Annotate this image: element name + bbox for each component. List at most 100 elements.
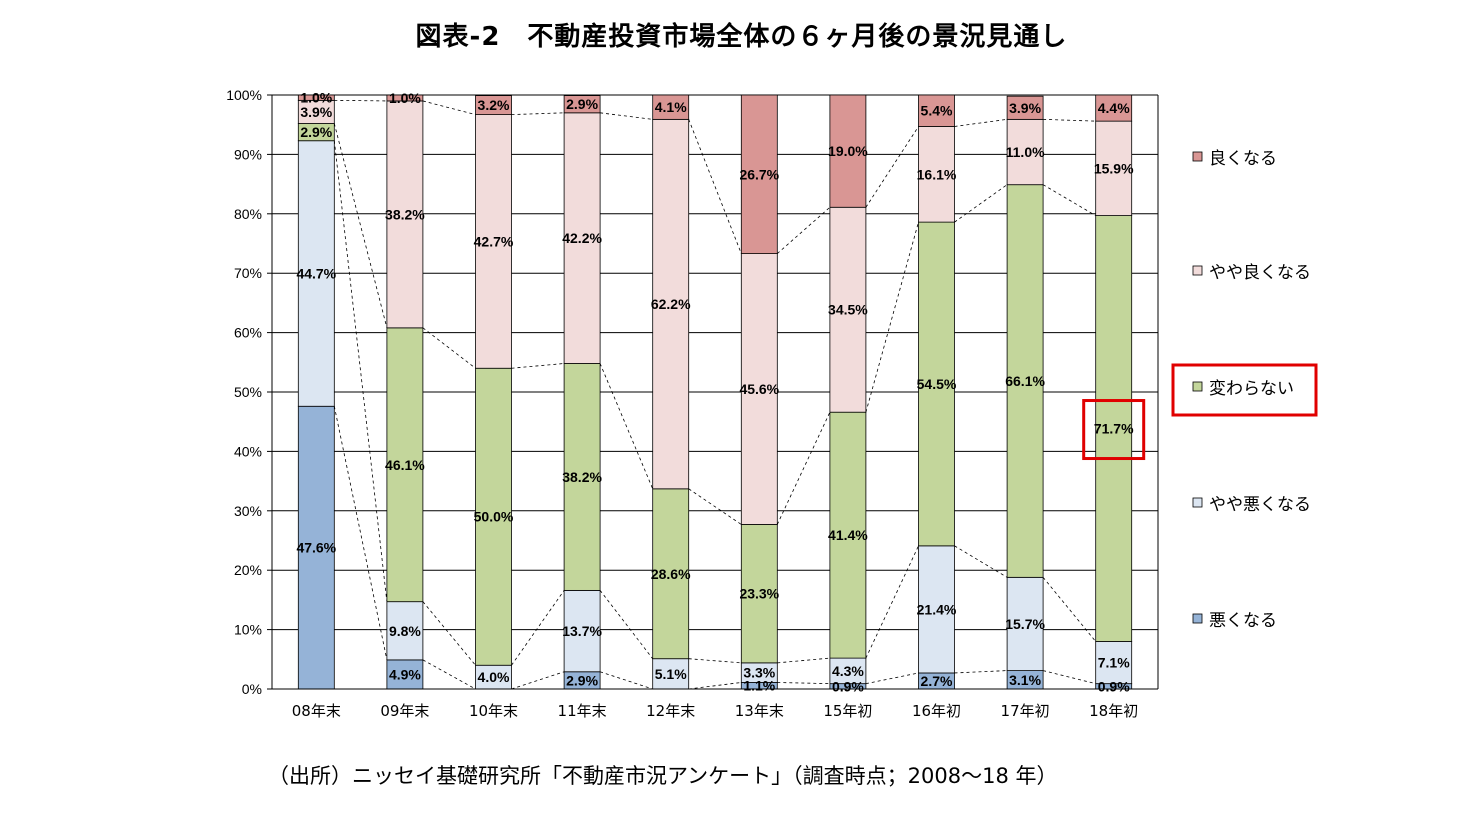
connector-line (688, 658, 742, 664)
data-label: 47.6% (296, 540, 336, 556)
data-label: 3.1% (1009, 672, 1041, 688)
connector-line (333, 123, 388, 328)
x-tick-label: 08年末 (292, 702, 341, 720)
data-label: 23.3% (739, 586, 779, 602)
bar-segment (563, 589, 601, 673)
bar-segment (386, 601, 424, 661)
bar-segment (563, 363, 601, 591)
x-tick-label: 11年末 (558, 702, 607, 720)
data-label: 11.0% (1006, 144, 1045, 160)
bar-segment (740, 94, 778, 254)
y-tick-label: 10% (234, 622, 262, 638)
data-label: 4.1% (655, 99, 687, 115)
axes: 0% 10% 20% 30% 40% 50% 60% 70% 80% 90% 100% 08年末 09年… (226, 87, 1159, 720)
data-label: 5.4% (921, 103, 953, 119)
connector-line (333, 140, 388, 602)
bar-segment (475, 367, 512, 666)
bar-segment (1006, 184, 1044, 578)
connector-line (511, 590, 565, 666)
y-tick-label: 20% (234, 562, 262, 578)
data-label: 1.1% (743, 678, 775, 694)
data-label: 2.9% (566, 672, 598, 688)
connector-line (954, 670, 1008, 674)
data-label: 13.7% (562, 623, 602, 639)
data-label: 3.2% (478, 97, 510, 113)
x-tick-label: 16年初 (912, 702, 961, 720)
data-label: 26.7% (739, 166, 779, 182)
y-tick-label: 100% (226, 87, 262, 103)
bar-segment (652, 488, 690, 660)
connector-line (865, 545, 919, 659)
bar-segment (1006, 576, 1044, 671)
y-tick-label: 70% (234, 265, 262, 281)
connector-line (511, 112, 565, 116)
bar-segment (386, 659, 424, 690)
chart-title: 図表-2 不動産投資市場全体の６ヶ月後の景況見通し (415, 22, 1068, 52)
legend-swatch (1192, 265, 1203, 276)
data-label: 46.1% (385, 457, 425, 473)
data-label: 15.7% (1005, 616, 1045, 632)
bar-segment (1095, 641, 1133, 685)
bar-segment (1006, 118, 1044, 186)
x-tick-label: 15年初 (823, 702, 872, 720)
data-label: 42.2% (562, 230, 602, 246)
data-label: 62.2% (651, 296, 691, 312)
x-tick-label: 17年初 (1001, 702, 1050, 720)
legend-label: 変わらない (1209, 379, 1294, 399)
connector-line (422, 327, 476, 369)
connector-line (776, 412, 831, 525)
connector-line (333, 406, 388, 660)
data-label: 2.7% (921, 673, 953, 689)
connector-line (865, 672, 919, 685)
data-label: 4.3% (832, 663, 864, 679)
bar-segment (1006, 95, 1044, 120)
data-label: 4.0% (478, 669, 510, 685)
connector-line (600, 112, 653, 120)
data-label: 15.9% (1094, 160, 1134, 176)
data-label: 3.9% (300, 104, 332, 120)
legend-label: やや良くなる (1209, 263, 1311, 283)
bar-segment (1095, 120, 1133, 216)
connector-line (688, 682, 742, 690)
bar-segment (386, 94, 424, 102)
data-label: 44.7% (296, 265, 336, 281)
y-tick-label: 80% (234, 206, 262, 222)
data-label: 41.4% (828, 527, 868, 543)
data-label: 1.0% (389, 90, 421, 106)
bar-segment (475, 95, 512, 116)
connector-line (688, 119, 742, 254)
connector-line (599, 590, 654, 659)
data-label: 4.4% (1098, 100, 1130, 116)
connector-line (1042, 184, 1096, 216)
legend-swatch (1192, 381, 1203, 392)
bar-segment (918, 126, 955, 223)
data-labels: 47.6%44.7%2.9%3.9%1.0%4.9%9.8%46.1%38.2%… (296, 90, 1134, 695)
connector-line (422, 100, 476, 115)
data-label: 16.1% (917, 166, 957, 182)
bar-segment (918, 94, 955, 127)
y-tick-label: 40% (234, 443, 262, 459)
source-note: （出所）ニッセイ基礎研究所「不動産市況アンケート」（調査時点；2008～18 年… (268, 764, 1058, 788)
bar-segment (829, 206, 867, 413)
highlight-boxes (1082, 363, 1318, 461)
connector-line (865, 126, 919, 208)
bar-segment (652, 94, 690, 120)
connector-line (422, 601, 476, 666)
y-tick-label: 50% (234, 384, 262, 400)
legend-label: 悪くなる (1209, 611, 1277, 631)
connector-line (777, 682, 830, 685)
x-tick-label: 10年末 (469, 702, 518, 720)
connector-line (954, 545, 1008, 578)
data-label: 34.5% (828, 302, 868, 318)
bar-segment (829, 94, 867, 208)
y-tick-label: 90% (234, 146, 262, 162)
data-label: 19.0% (828, 143, 868, 159)
legend-swatch (1192, 151, 1203, 162)
data-label: 42.7% (474, 233, 514, 249)
data-label: 5.1% (655, 666, 687, 682)
connector-line (1043, 670, 1096, 685)
data-label: 38.2% (562, 469, 602, 485)
bar-segment (563, 95, 601, 114)
